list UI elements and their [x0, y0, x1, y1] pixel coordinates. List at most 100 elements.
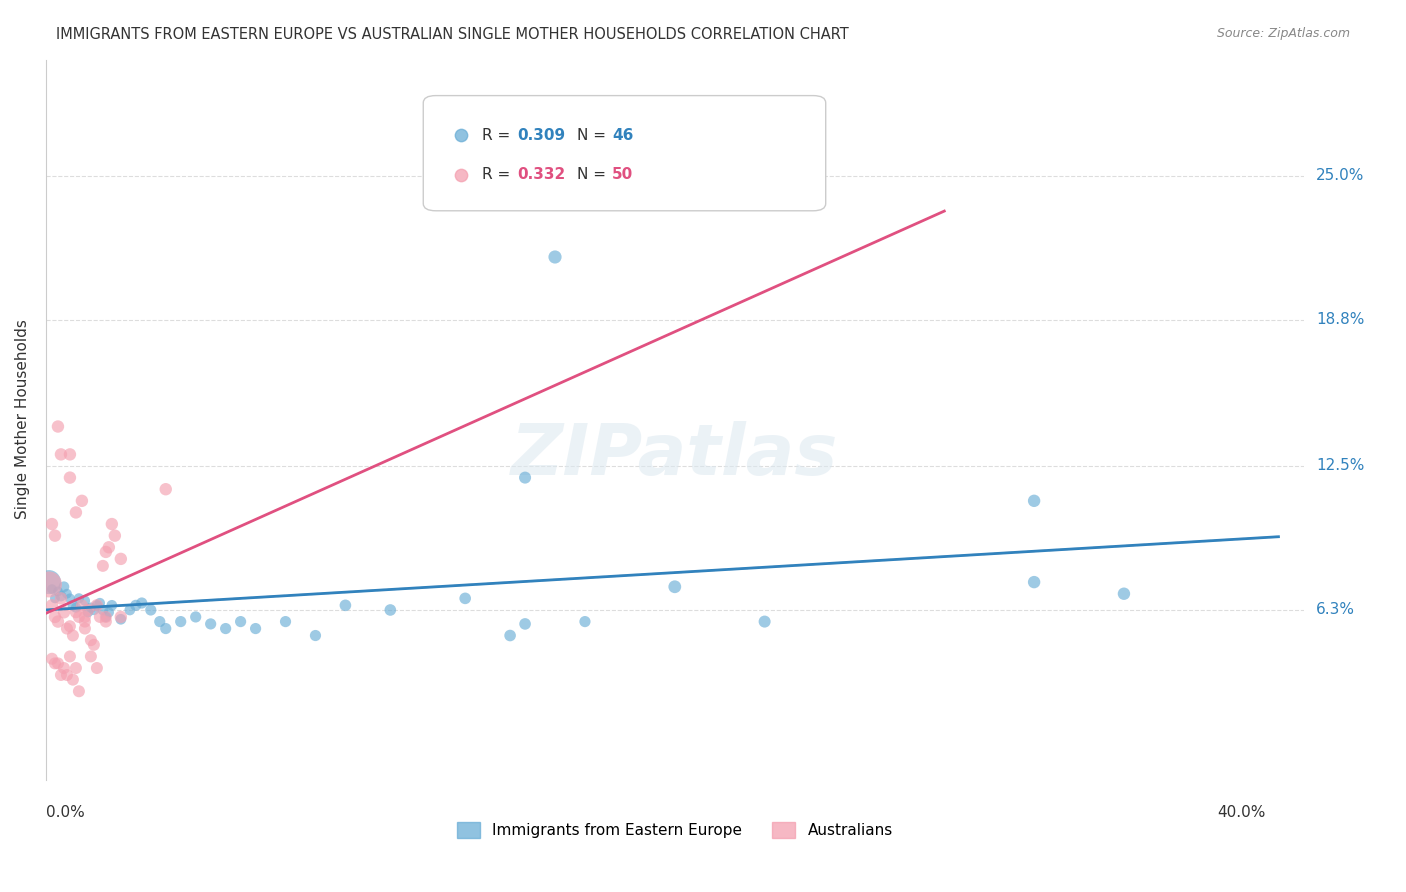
Point: [44, 657, 66, 671]
Point: [110, 610, 132, 624]
Text: ZIPatlas: ZIPatlas: [512, 421, 838, 490]
Point: [97, 541, 120, 555]
Point: [94, 610, 117, 624]
Point: [83, 638, 105, 652]
Point: [155, 482, 177, 496]
Point: [544, 250, 567, 264]
Y-axis label: Single Mother Households: Single Mother Households: [15, 319, 30, 519]
Text: Source: ZipAtlas.com: Source: ZipAtlas.com: [1216, 27, 1350, 40]
Point: [67, 591, 90, 606]
Point: [89, 610, 111, 624]
Point: [70, 599, 93, 613]
Point: [97, 605, 120, 619]
Point: [59, 619, 82, 633]
Point: [46, 657, 69, 671]
Point: [49, 589, 72, 603]
Point: [46, 419, 69, 434]
Point: [513, 616, 536, 631]
Text: 18.8%: 18.8%: [1316, 312, 1365, 327]
Point: [118, 603, 141, 617]
Point: [149, 615, 172, 629]
Text: R =: R =: [482, 168, 516, 182]
Point: [38, 577, 60, 591]
Point: [56, 622, 79, 636]
Text: N =: N =: [576, 168, 610, 182]
Point: [38, 575, 60, 590]
Point: [49, 591, 72, 606]
Point: [73, 593, 96, 607]
Point: [89, 596, 111, 610]
Point: [41, 582, 63, 596]
Text: 0.309: 0.309: [517, 128, 565, 143]
Point: [46, 615, 69, 629]
Point: [574, 615, 596, 629]
Point: [101, 517, 124, 532]
Point: [754, 615, 776, 629]
Point: [41, 599, 63, 613]
Text: N =: N =: [576, 128, 610, 143]
Point: [73, 622, 96, 636]
Text: R =: R =: [482, 128, 516, 143]
Legend: Immigrants from Eastern Europe, Australians: Immigrants from Eastern Europe, Australi…: [451, 816, 898, 845]
Point: [59, 470, 82, 484]
Point: [77, 603, 100, 617]
Text: 50: 50: [612, 168, 633, 182]
Text: 46: 46: [612, 128, 633, 143]
Point: [94, 545, 117, 559]
Point: [104, 529, 127, 543]
Point: [94, 610, 117, 624]
Point: [41, 652, 63, 666]
Text: 25.0%: 25.0%: [1316, 169, 1365, 183]
Point: [80, 649, 103, 664]
Point: [499, 628, 522, 642]
Text: 12.5%: 12.5%: [1316, 458, 1365, 474]
Point: [67, 684, 90, 698]
Point: [59, 649, 82, 664]
Point: [1024, 575, 1046, 590]
Point: [56, 587, 79, 601]
Point: [52, 580, 75, 594]
Point: [110, 612, 132, 626]
Point: [65, 600, 87, 615]
Point: [62, 673, 84, 687]
Point: [91, 603, 114, 617]
Point: [65, 505, 87, 519]
Point: [304, 628, 326, 642]
Point: [274, 615, 297, 629]
Point: [73, 615, 96, 629]
Point: [52, 661, 75, 675]
Point: [56, 668, 79, 682]
Text: 6.3%: 6.3%: [1316, 602, 1355, 617]
Point: [62, 599, 84, 613]
Point: [59, 447, 82, 461]
Point: [335, 599, 357, 613]
Point: [125, 599, 148, 613]
Point: [139, 603, 162, 617]
Point: [229, 615, 252, 629]
Point: [70, 493, 93, 508]
Text: 0.332: 0.332: [517, 168, 565, 182]
Point: [77, 605, 100, 619]
Point: [86, 599, 108, 613]
Text: 0.0%: 0.0%: [46, 805, 84, 820]
Point: [184, 610, 207, 624]
Point: [44, 610, 66, 624]
Point: [380, 603, 402, 617]
Point: [65, 605, 87, 619]
Point: [49, 668, 72, 682]
Point: [49, 447, 72, 461]
Point: [86, 661, 108, 675]
Point: [44, 591, 66, 606]
Point: [155, 622, 177, 636]
Point: [94, 615, 117, 629]
Point: [80, 600, 103, 615]
Point: [245, 622, 267, 636]
FancyBboxPatch shape: [423, 95, 825, 211]
Point: [52, 605, 75, 619]
Point: [1024, 493, 1046, 508]
Point: [91, 558, 114, 573]
Point: [664, 580, 686, 594]
Point: [44, 529, 66, 543]
Point: [513, 470, 536, 484]
Point: [454, 591, 477, 606]
